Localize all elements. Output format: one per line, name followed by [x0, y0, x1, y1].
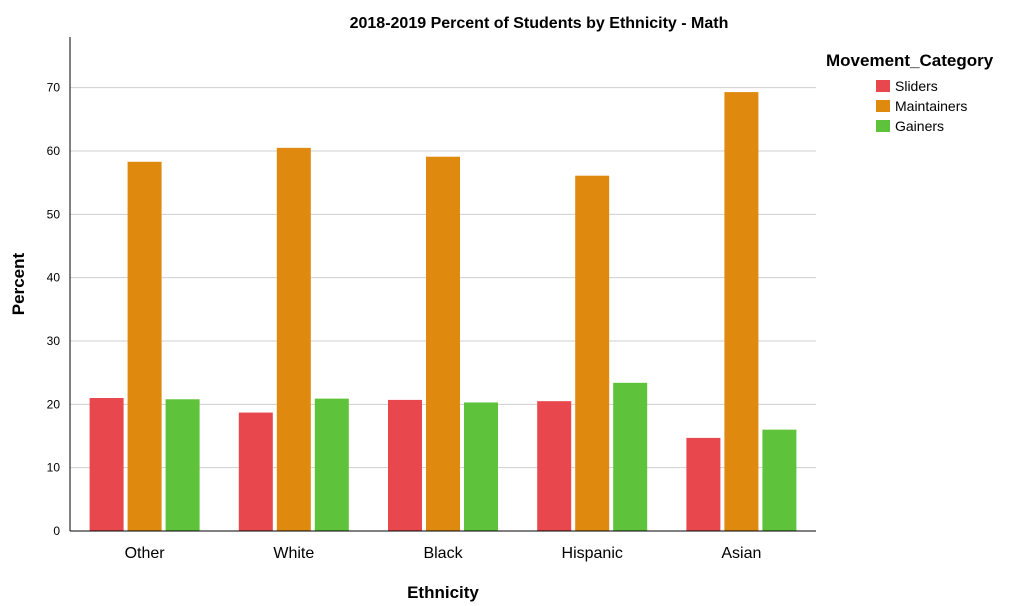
legend-swatch-gainers: [876, 120, 890, 132]
x-tick-label-other: Other: [125, 545, 166, 562]
y-tick-label-70: 70: [47, 81, 61, 95]
x-tick-labels: Other White Black Hispanic Asian: [125, 545, 762, 562]
bar-white-gainers: [314, 398, 349, 531]
legend-title: Movement_Category: [826, 51, 994, 70]
chart-title: 2018-2019 Percent of Students by Ethnici…: [350, 15, 729, 32]
legend: Movement_Category Sliders Maintainers Gain…: [826, 51, 994, 134]
bar-hispanic-sliders: [537, 401, 572, 531]
bar-black-gainers: [464, 402, 498, 531]
legend-items: Sliders Maintainers Gainers: [876, 78, 967, 134]
y-tick-label-30: 30: [47, 334, 61, 348]
y-axis-label: Percent: [9, 252, 28, 315]
legend-swatch-maintainers: [876, 100, 890, 112]
bar-other-gainers: [165, 399, 200, 531]
bar-black-maintainers: [426, 156, 460, 531]
bar-asian-maintainers: [724, 92, 759, 531]
legend-swatch-sliders: [876, 80, 890, 92]
bar-other-sliders: [89, 398, 124, 531]
bar-black-sliders: [388, 399, 422, 531]
legend-label-sliders: Sliders: [895, 78, 938, 94]
bar-asian-gainers: [762, 429, 797, 531]
y-tick-label-60: 60: [47, 144, 61, 158]
x-tick-label-asian: Asian: [721, 545, 761, 562]
bar-hispanic-maintainers: [575, 175, 610, 531]
bar-hispanic-gainers: [613, 382, 648, 531]
y-tick-label-40: 40: [47, 271, 61, 285]
y-tick-label-10: 10: [47, 461, 61, 475]
x-tick-label-black: Black: [423, 545, 463, 562]
legend-label-gainers: Gainers: [895, 118, 944, 134]
y-tick-label-50: 50: [47, 207, 61, 221]
bar-other-maintainers: [127, 161, 162, 531]
bar-white-sliders: [238, 412, 273, 531]
bars: [89, 92, 797, 532]
x-tick-label-white: White: [273, 545, 314, 562]
bar-asian-sliders: [686, 437, 721, 531]
y-tick-label-0: 0: [53, 524, 60, 538]
legend-label-maintainers: Maintainers: [895, 98, 967, 114]
y-tick-labels: 0 10 20 30 40 50 60 70: [47, 81, 61, 538]
x-tick-label-hispanic: Hispanic: [562, 545, 623, 562]
bar-white-maintainers: [276, 147, 311, 532]
x-axis-label: Ethnicity: [407, 583, 479, 602]
y-tick-label-20: 20: [47, 397, 61, 411]
